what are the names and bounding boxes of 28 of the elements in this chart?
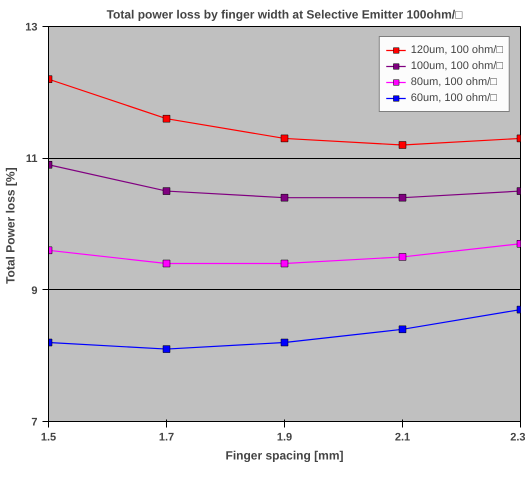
point <box>280 134 288 142</box>
point <box>162 114 170 122</box>
point <box>398 253 406 261</box>
x-tick-label: 2.1 <box>394 432 410 444</box>
y-axis-title: Total Power loss [%] <box>3 167 18 284</box>
legend-label: 80um, 100 ohm/□ <box>410 75 497 89</box>
x-axis-title: Finger spacing [mm] <box>225 448 344 462</box>
point <box>398 194 406 202</box>
legend-label: 100um, 100 ohm/□ <box>410 59 503 73</box>
legend-label: 60um, 100 ohm/□ <box>410 91 497 105</box>
point <box>280 260 288 268</box>
y-tick-label: 13 <box>25 22 38 34</box>
point <box>280 338 288 346</box>
chart-title: Total power loss by finger width at Selective Emitter 100ohm/□ <box>106 8 464 22</box>
x-tick-label: 2.3 <box>510 432 526 444</box>
x-tick-label: 1.7 <box>158 432 174 444</box>
point <box>398 141 406 149</box>
x-tick-label: 1.5 <box>40 432 56 444</box>
point <box>162 260 170 268</box>
point <box>398 326 406 334</box>
point <box>162 187 170 195</box>
legend-label: 120um, 100 ohm/□ <box>410 43 503 57</box>
y-tick-label: 7 <box>31 416 38 428</box>
x-tick-label: 1.9 <box>276 432 292 444</box>
point <box>280 194 288 202</box>
point <box>162 345 170 353</box>
y-tick-label: 11 <box>26 153 38 166</box>
y-tick-label: 9 <box>31 284 38 297</box>
